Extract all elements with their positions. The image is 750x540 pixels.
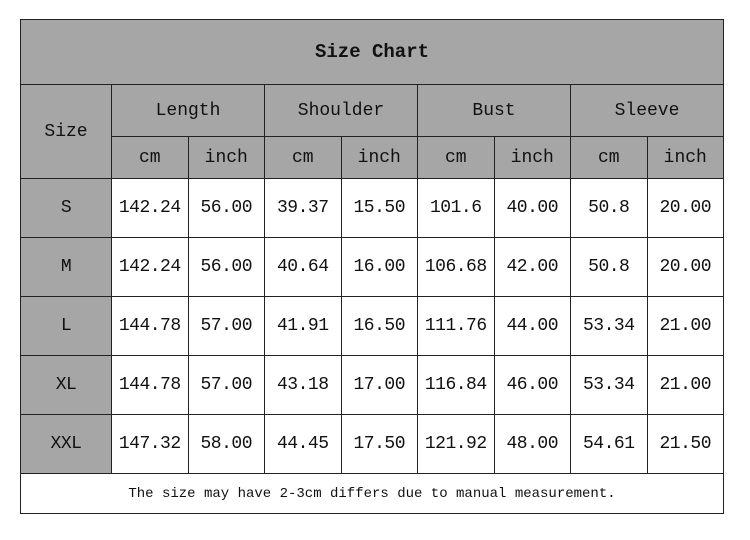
measurement-cell: 46.00 <box>493 355 571 415</box>
measurement-cell: 106.68 <box>417 237 495 297</box>
measurement-cell: 50.8 <box>570 178 648 238</box>
table-row: XXL 147.32 58.00 44.45 17.50 121.92 48.00 54.61… <box>20 414 724 474</box>
measurement-cell: 48.00 <box>493 414 571 474</box>
unit-header-cm: cm <box>417 136 495 179</box>
measurement-cell: 54.61 <box>570 414 648 474</box>
measurement-cell: 42.00 <box>493 237 571 297</box>
column-group-shoulder: Shoulder <box>264 84 418 137</box>
measurement-cell: 116.84 <box>417 355 495 415</box>
measurement-cell: 111.76 <box>417 296 495 356</box>
measurement-cell: 144.78 <box>111 296 189 356</box>
measurement-cell: 142.24 <box>111 237 189 297</box>
table-row: S 142.24 56.00 39.37 15.50 101.6 40.00 50.8 20.0… <box>20 178 724 238</box>
table-row: M 142.24 56.00 40.64 16.00 106.68 42.00 50.8 20.… <box>20 237 724 297</box>
measurement-cell: 21.00 <box>646 355 724 415</box>
unit-header-cm: cm <box>111 136 189 179</box>
chart-title: Size Chart <box>20 19 724 85</box>
measurement-cell: 147.32 <box>111 414 189 474</box>
unit-header-cm: cm <box>264 136 342 179</box>
size-label: S <box>20 178 112 238</box>
size-chart-table: Size Chart Size Length Shoulder Bust Sleeve… <box>20 19 724 514</box>
measurement-cell: 39.37 <box>264 178 342 238</box>
measurement-cell: 16.50 <box>340 296 418 356</box>
measurement-cell: 43.18 <box>264 355 342 415</box>
size-label: M <box>20 237 112 297</box>
column-group-bust: Bust <box>417 84 571 137</box>
measurement-cell: 20.00 <box>646 237 724 297</box>
measurement-cell: 53.34 <box>570 296 648 356</box>
measurement-cell: 16.00 <box>340 237 418 297</box>
measurement-cell: 15.50 <box>340 178 418 238</box>
measurement-cell: 41.91 <box>264 296 342 356</box>
measurement-cell: 56.00 <box>187 178 265 238</box>
measurement-cell: 17.50 <box>340 414 418 474</box>
measurement-note: The size may have 2-3cm differs due to m… <box>20 473 724 514</box>
measurement-cell: 44.00 <box>493 296 571 356</box>
measurement-cell: 50.8 <box>570 237 648 297</box>
column-group-sleeve: Sleeve <box>570 84 724 137</box>
measurement-cell: 40.00 <box>493 178 571 238</box>
measurement-cell: 144.78 <box>111 355 189 415</box>
measurement-cell: 57.00 <box>187 355 265 415</box>
unit-header-inch: inch <box>340 136 418 179</box>
measurement-cell: 53.34 <box>570 355 648 415</box>
unit-header-inch: inch <box>493 136 571 179</box>
table-row: XL 144.78 57.00 43.18 17.00 116.84 46.00 53.34 2… <box>20 355 724 415</box>
measurement-cell: 40.64 <box>264 237 342 297</box>
size-label: L <box>20 296 112 356</box>
measurement-cell: 56.00 <box>187 237 265 297</box>
measurement-cell: 21.50 <box>646 414 724 474</box>
measurement-cell: 20.00 <box>646 178 724 238</box>
unit-header-cm: cm <box>570 136 648 179</box>
measurement-cell: 121.92 <box>417 414 495 474</box>
measurement-cell: 57.00 <box>187 296 265 356</box>
size-label: XL <box>20 355 112 415</box>
measurement-cell: 142.24 <box>111 178 189 238</box>
measurement-cell: 17.00 <box>340 355 418 415</box>
measurement-cell: 101.6 <box>417 178 495 238</box>
size-header: Size <box>20 84 112 179</box>
unit-header-inch: inch <box>187 136 265 179</box>
measurement-cell: 21.00 <box>646 296 724 356</box>
size-label: XXL <box>20 414 112 474</box>
table-row: L 144.78 57.00 41.91 16.50 111.76 44.00 53.34 21… <box>20 296 724 356</box>
measurement-cell: 44.45 <box>264 414 342 474</box>
measurement-cell: 58.00 <box>187 414 265 474</box>
column-group-length: Length <box>111 84 265 137</box>
unit-header-inch: inch <box>646 136 724 179</box>
